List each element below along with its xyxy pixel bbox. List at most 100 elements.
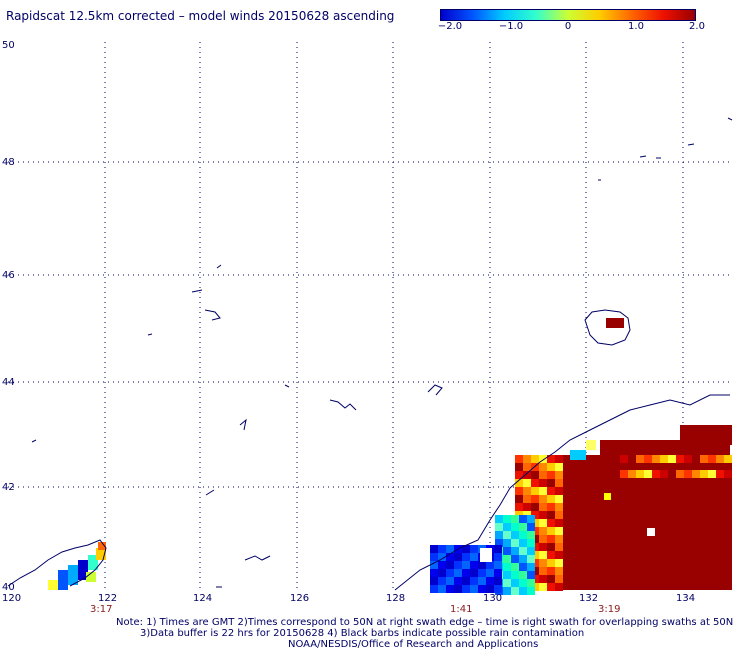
wind-cell xyxy=(676,470,684,478)
wind-cell xyxy=(438,545,446,553)
wind-cell xyxy=(547,479,555,487)
wind-cell xyxy=(511,587,519,595)
wind-cell xyxy=(547,519,555,527)
wind-cell xyxy=(511,563,519,571)
wind-cell xyxy=(503,563,511,571)
wind-cell xyxy=(527,579,535,587)
wind-cell xyxy=(470,569,478,577)
wind-cell xyxy=(547,535,555,543)
wind-cell xyxy=(539,487,547,495)
colorbar-label: 0 xyxy=(564,21,572,32)
wind-cell xyxy=(547,551,555,559)
wind-cell xyxy=(511,531,519,539)
wind-cell xyxy=(527,523,535,531)
lat-tick-label: 48 xyxy=(2,157,15,168)
wind-cell xyxy=(495,515,503,523)
wind-cell xyxy=(555,495,563,503)
wind-cell xyxy=(716,455,724,463)
lon-tick-label: 128 xyxy=(386,593,405,604)
wind-cell xyxy=(515,495,523,503)
wind-cell xyxy=(527,515,535,523)
wind-cell xyxy=(511,523,519,531)
wind-cell xyxy=(503,579,511,587)
wind-cell xyxy=(438,585,446,593)
wind-cell xyxy=(515,487,523,495)
wind-cell xyxy=(668,455,676,463)
wind-cell xyxy=(692,455,700,463)
note-line-1: Note: 1) Times are GMT 2)Times correspon… xyxy=(116,617,734,628)
lat-tick-label: 40 xyxy=(2,582,15,593)
wind-cell xyxy=(531,463,539,471)
wind-cell xyxy=(48,580,58,590)
wind-cell xyxy=(555,551,563,559)
wind-cell xyxy=(454,553,462,561)
wind-cell xyxy=(446,553,454,561)
wind-cell xyxy=(486,577,494,585)
wind-cell xyxy=(523,487,531,495)
wind-cell xyxy=(470,553,478,561)
wind-cell xyxy=(547,487,555,495)
wind-cell xyxy=(494,577,502,585)
wind-cell xyxy=(470,577,478,585)
wind-cell xyxy=(539,463,547,471)
wind-cell xyxy=(539,455,547,463)
lon-tick-label: 132 xyxy=(579,593,598,604)
wind-cell xyxy=(531,479,539,487)
wind-cell xyxy=(676,455,684,463)
wind-cell xyxy=(606,318,624,328)
wind-cell xyxy=(555,519,563,527)
wind-difference-cells xyxy=(48,318,732,595)
lat-tick-label: 50 xyxy=(2,40,15,51)
wind-cell xyxy=(454,585,462,593)
wind-cell xyxy=(515,463,523,471)
wind-cell xyxy=(555,559,563,567)
wind-cell xyxy=(555,583,563,591)
wind-cell xyxy=(680,425,732,445)
wind-cell xyxy=(454,577,462,585)
wind-cell xyxy=(539,527,547,535)
wind-cell xyxy=(430,585,438,593)
wind-cell xyxy=(494,585,502,593)
wind-cell xyxy=(494,569,502,577)
swath-time-labels: 3:17 1:41 3:19 xyxy=(90,604,620,615)
wind-cell xyxy=(446,545,454,553)
wind-cell xyxy=(462,553,470,561)
wind-cell xyxy=(486,569,494,577)
wind-cell xyxy=(539,471,547,479)
wind-cell xyxy=(86,572,96,582)
lon-tick-label: 122 xyxy=(98,593,117,604)
wind-cell xyxy=(511,547,519,555)
wind-cell xyxy=(555,535,563,543)
wind-cell xyxy=(519,579,527,587)
wind-cell xyxy=(527,571,535,579)
wind-cell xyxy=(716,470,724,478)
wind-cell xyxy=(511,515,519,523)
wind-cell xyxy=(503,547,511,555)
wind-cell xyxy=(523,495,531,503)
wind-cell xyxy=(494,553,502,561)
wind-cell xyxy=(644,470,652,478)
wind-cell xyxy=(462,577,470,585)
wind-cell xyxy=(527,531,535,539)
wind-cell xyxy=(527,563,535,571)
longitude-tick-labels: 120 122 124 126 128 130 132 134 xyxy=(2,593,695,604)
wind-cell xyxy=(523,463,531,471)
wind-cell xyxy=(555,487,563,495)
wind-cell xyxy=(503,539,511,547)
wind-cell xyxy=(519,547,527,555)
swath-time-label: 1:41 xyxy=(450,604,472,615)
wind-cell xyxy=(430,561,438,569)
wind-cell xyxy=(523,503,531,511)
wind-cell xyxy=(555,455,563,463)
wind-cell xyxy=(628,470,636,478)
wind-cell xyxy=(570,450,586,460)
wind-cell xyxy=(430,545,438,553)
wind-cell xyxy=(531,471,539,479)
wind-cell xyxy=(523,471,531,479)
wind-cell xyxy=(515,455,523,463)
wind-cell xyxy=(547,503,555,511)
wind-cell xyxy=(446,561,454,569)
wind-cell xyxy=(692,470,700,478)
wind-cell xyxy=(462,585,470,593)
wind-cell xyxy=(555,479,563,487)
